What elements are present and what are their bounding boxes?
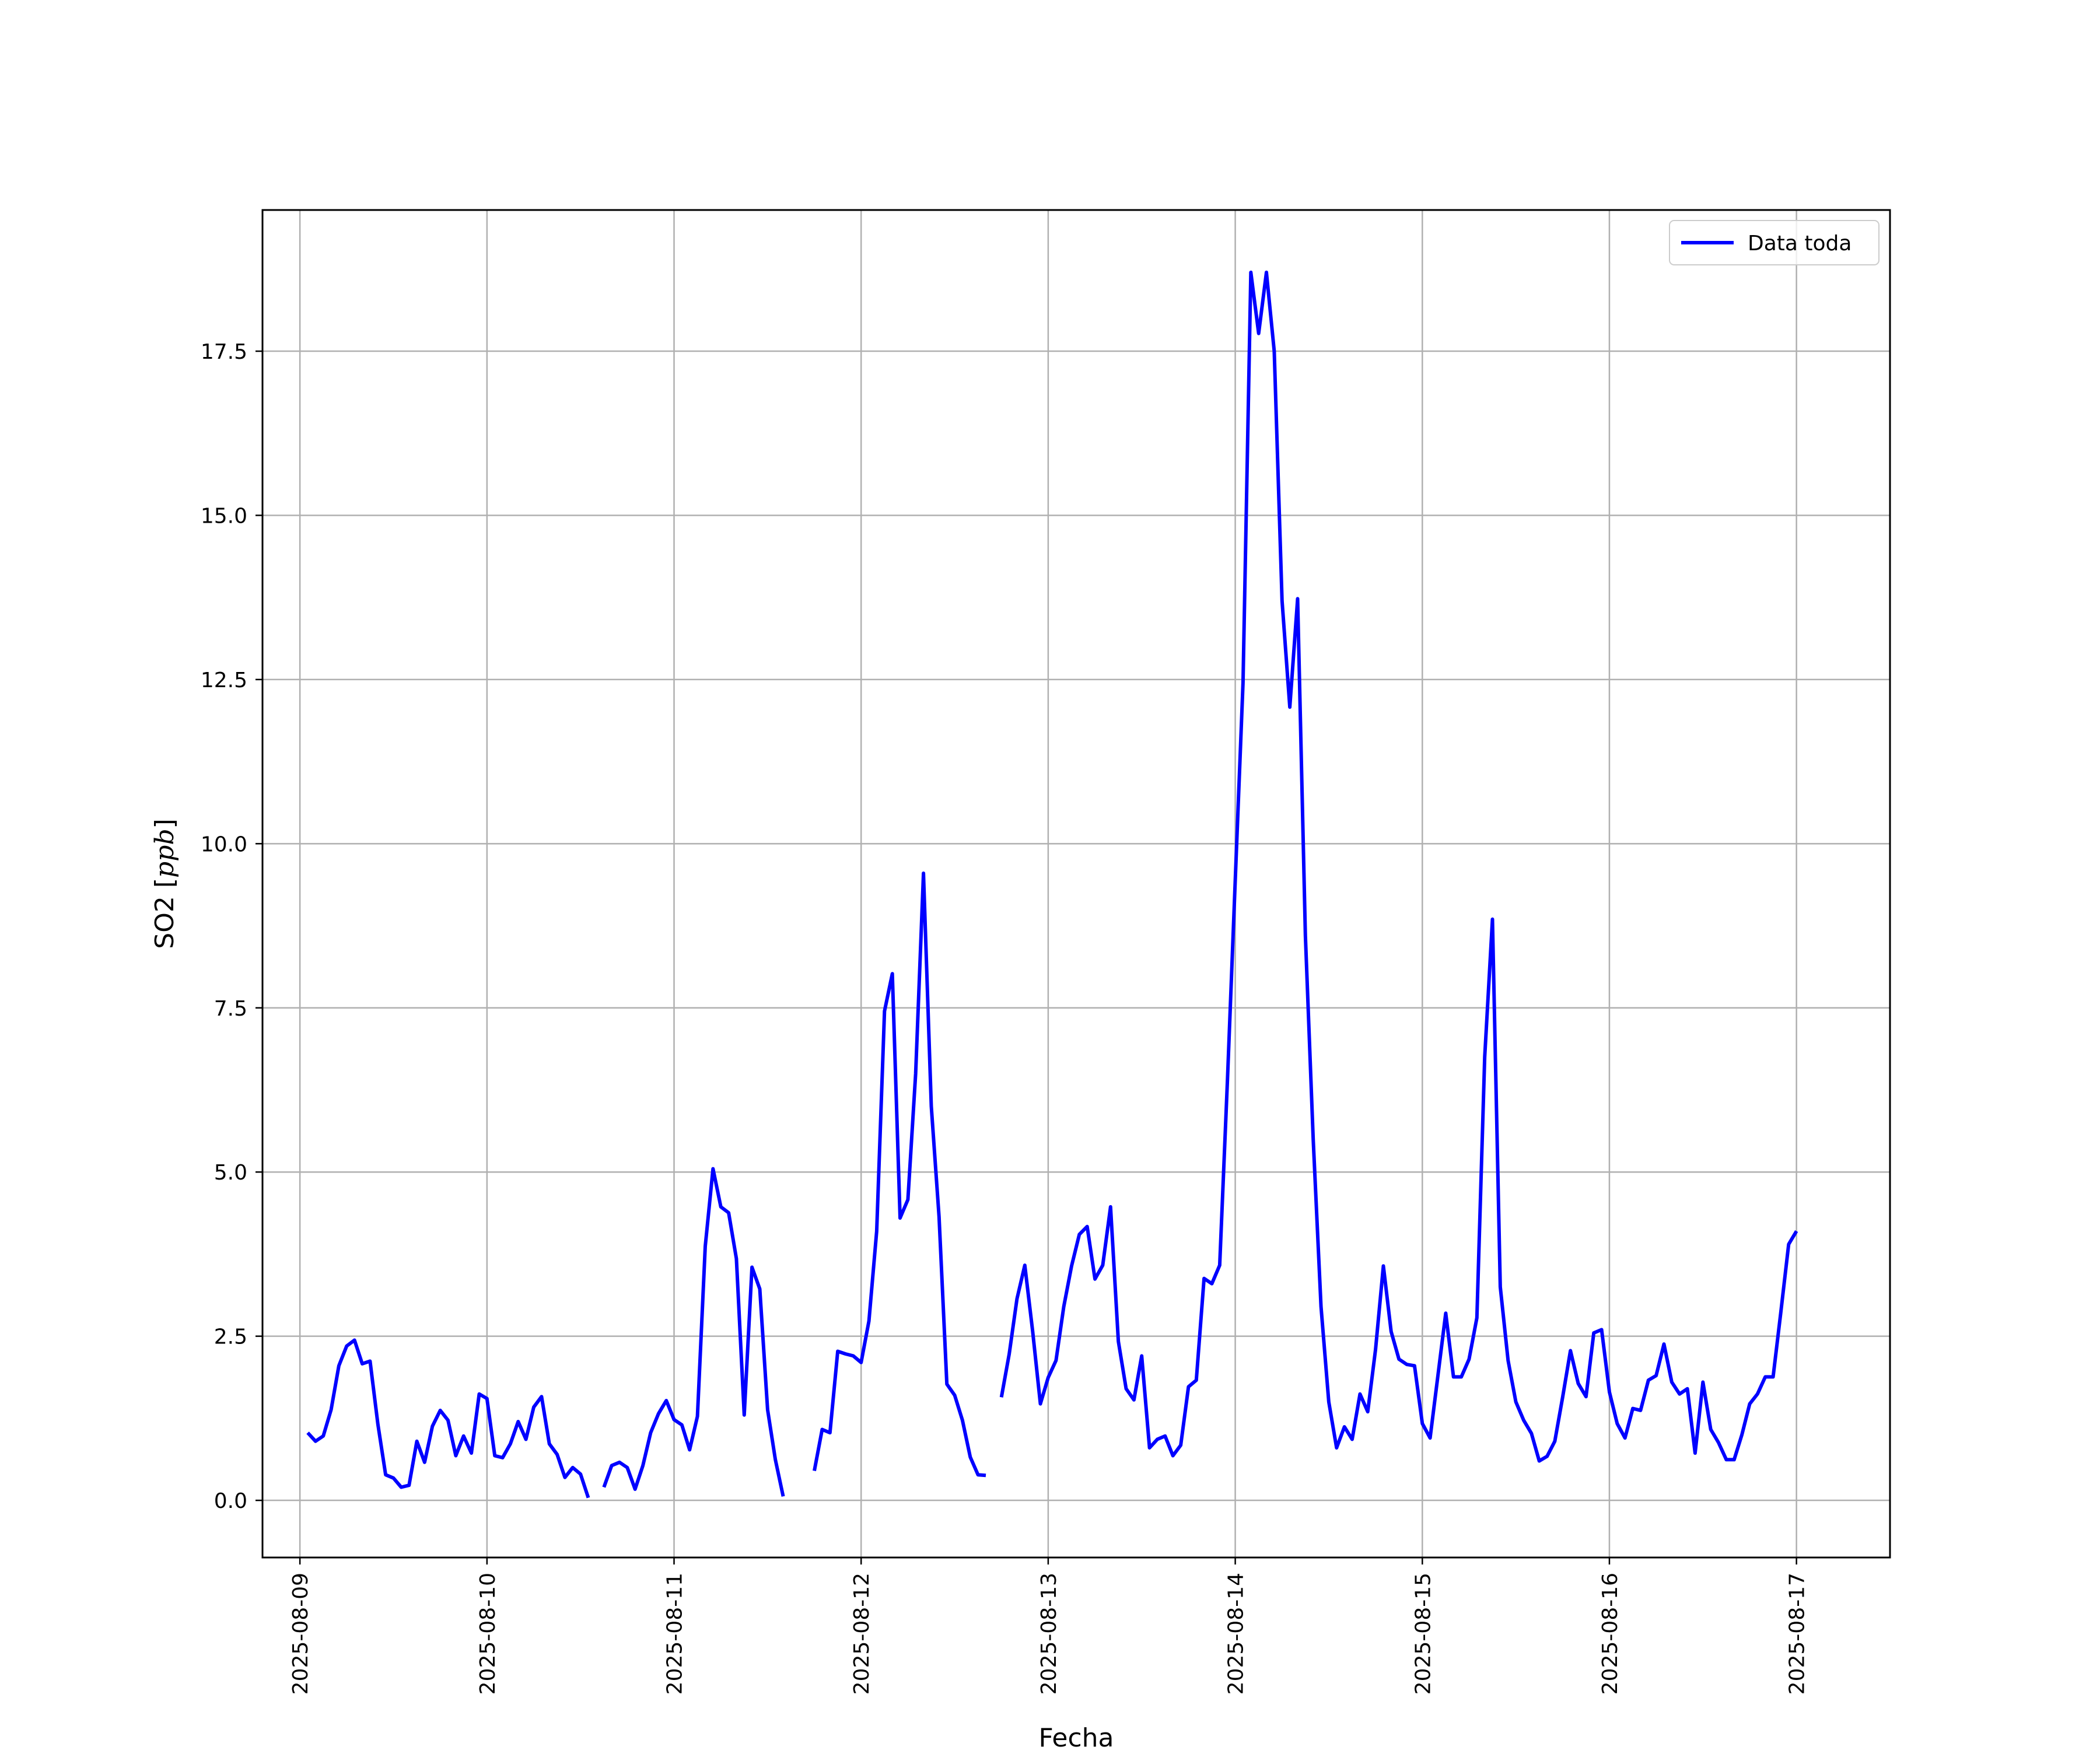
y-axis-title-prefix: SO2: [150, 888, 180, 949]
x-tick-label: 2025-08-13: [1037, 1573, 1061, 1695]
x-tick-label: 2025-08-11: [663, 1573, 687, 1695]
y-tick-label: 10.0: [201, 832, 247, 856]
y-tick-label: 5.0: [214, 1161, 247, 1185]
y-tick-label: 17.5: [201, 340, 247, 364]
legend-box: [1669, 220, 1880, 265]
y-tick-label: 7.5: [214, 997, 247, 1021]
y-tick-label: 12.5: [201, 668, 247, 692]
y-tick-label: 15.0: [201, 504, 247, 528]
series-line-segment: [813, 872, 986, 1478]
x-axis-title: Fecha: [1038, 1723, 1114, 1750]
x-tick-label: 2025-08-12: [850, 1573, 874, 1695]
x-tick-label: 2025-08-15: [1411, 1573, 1435, 1695]
y-tick-label: 0.0: [214, 1489, 247, 1513]
y-axis-title-unit: ppb: [150, 828, 180, 878]
series-line-segment: [999, 270, 1798, 1463]
x-tick-label: 2025-08-17: [1786, 1573, 1810, 1695]
plot-frame: [261, 209, 1891, 1559]
series-line-segment: [602, 1167, 785, 1497]
x-tick-label: 2025-08-16: [1598, 1573, 1622, 1695]
series-lines: [306, 270, 1798, 1499]
x-tick-label: 2025-08-10: [476, 1573, 500, 1695]
axis-ticks: 2025-08-09 2025-08-10 2025-08-11 2025-08-12…: [201, 340, 1810, 1695]
legend-label: Data toda: [1748, 232, 1852, 256]
x-tick-label: 2025-08-14: [1224, 1573, 1248, 1695]
legend: Data toda: [1669, 220, 1880, 265]
y-tick-label: 2.5: [214, 1325, 247, 1349]
x-tick-label: 2025-08-09: [289, 1573, 313, 1695]
grid-lines: [262, 210, 1890, 1558]
y-axis-title-bracket-open: [: [150, 878, 180, 888]
y-axis-title: SO2 [ppb]: [150, 818, 180, 949]
series-line-segment: [306, 1338, 590, 1499]
y-axis-title-bracket-close: ]: [150, 818, 180, 828]
